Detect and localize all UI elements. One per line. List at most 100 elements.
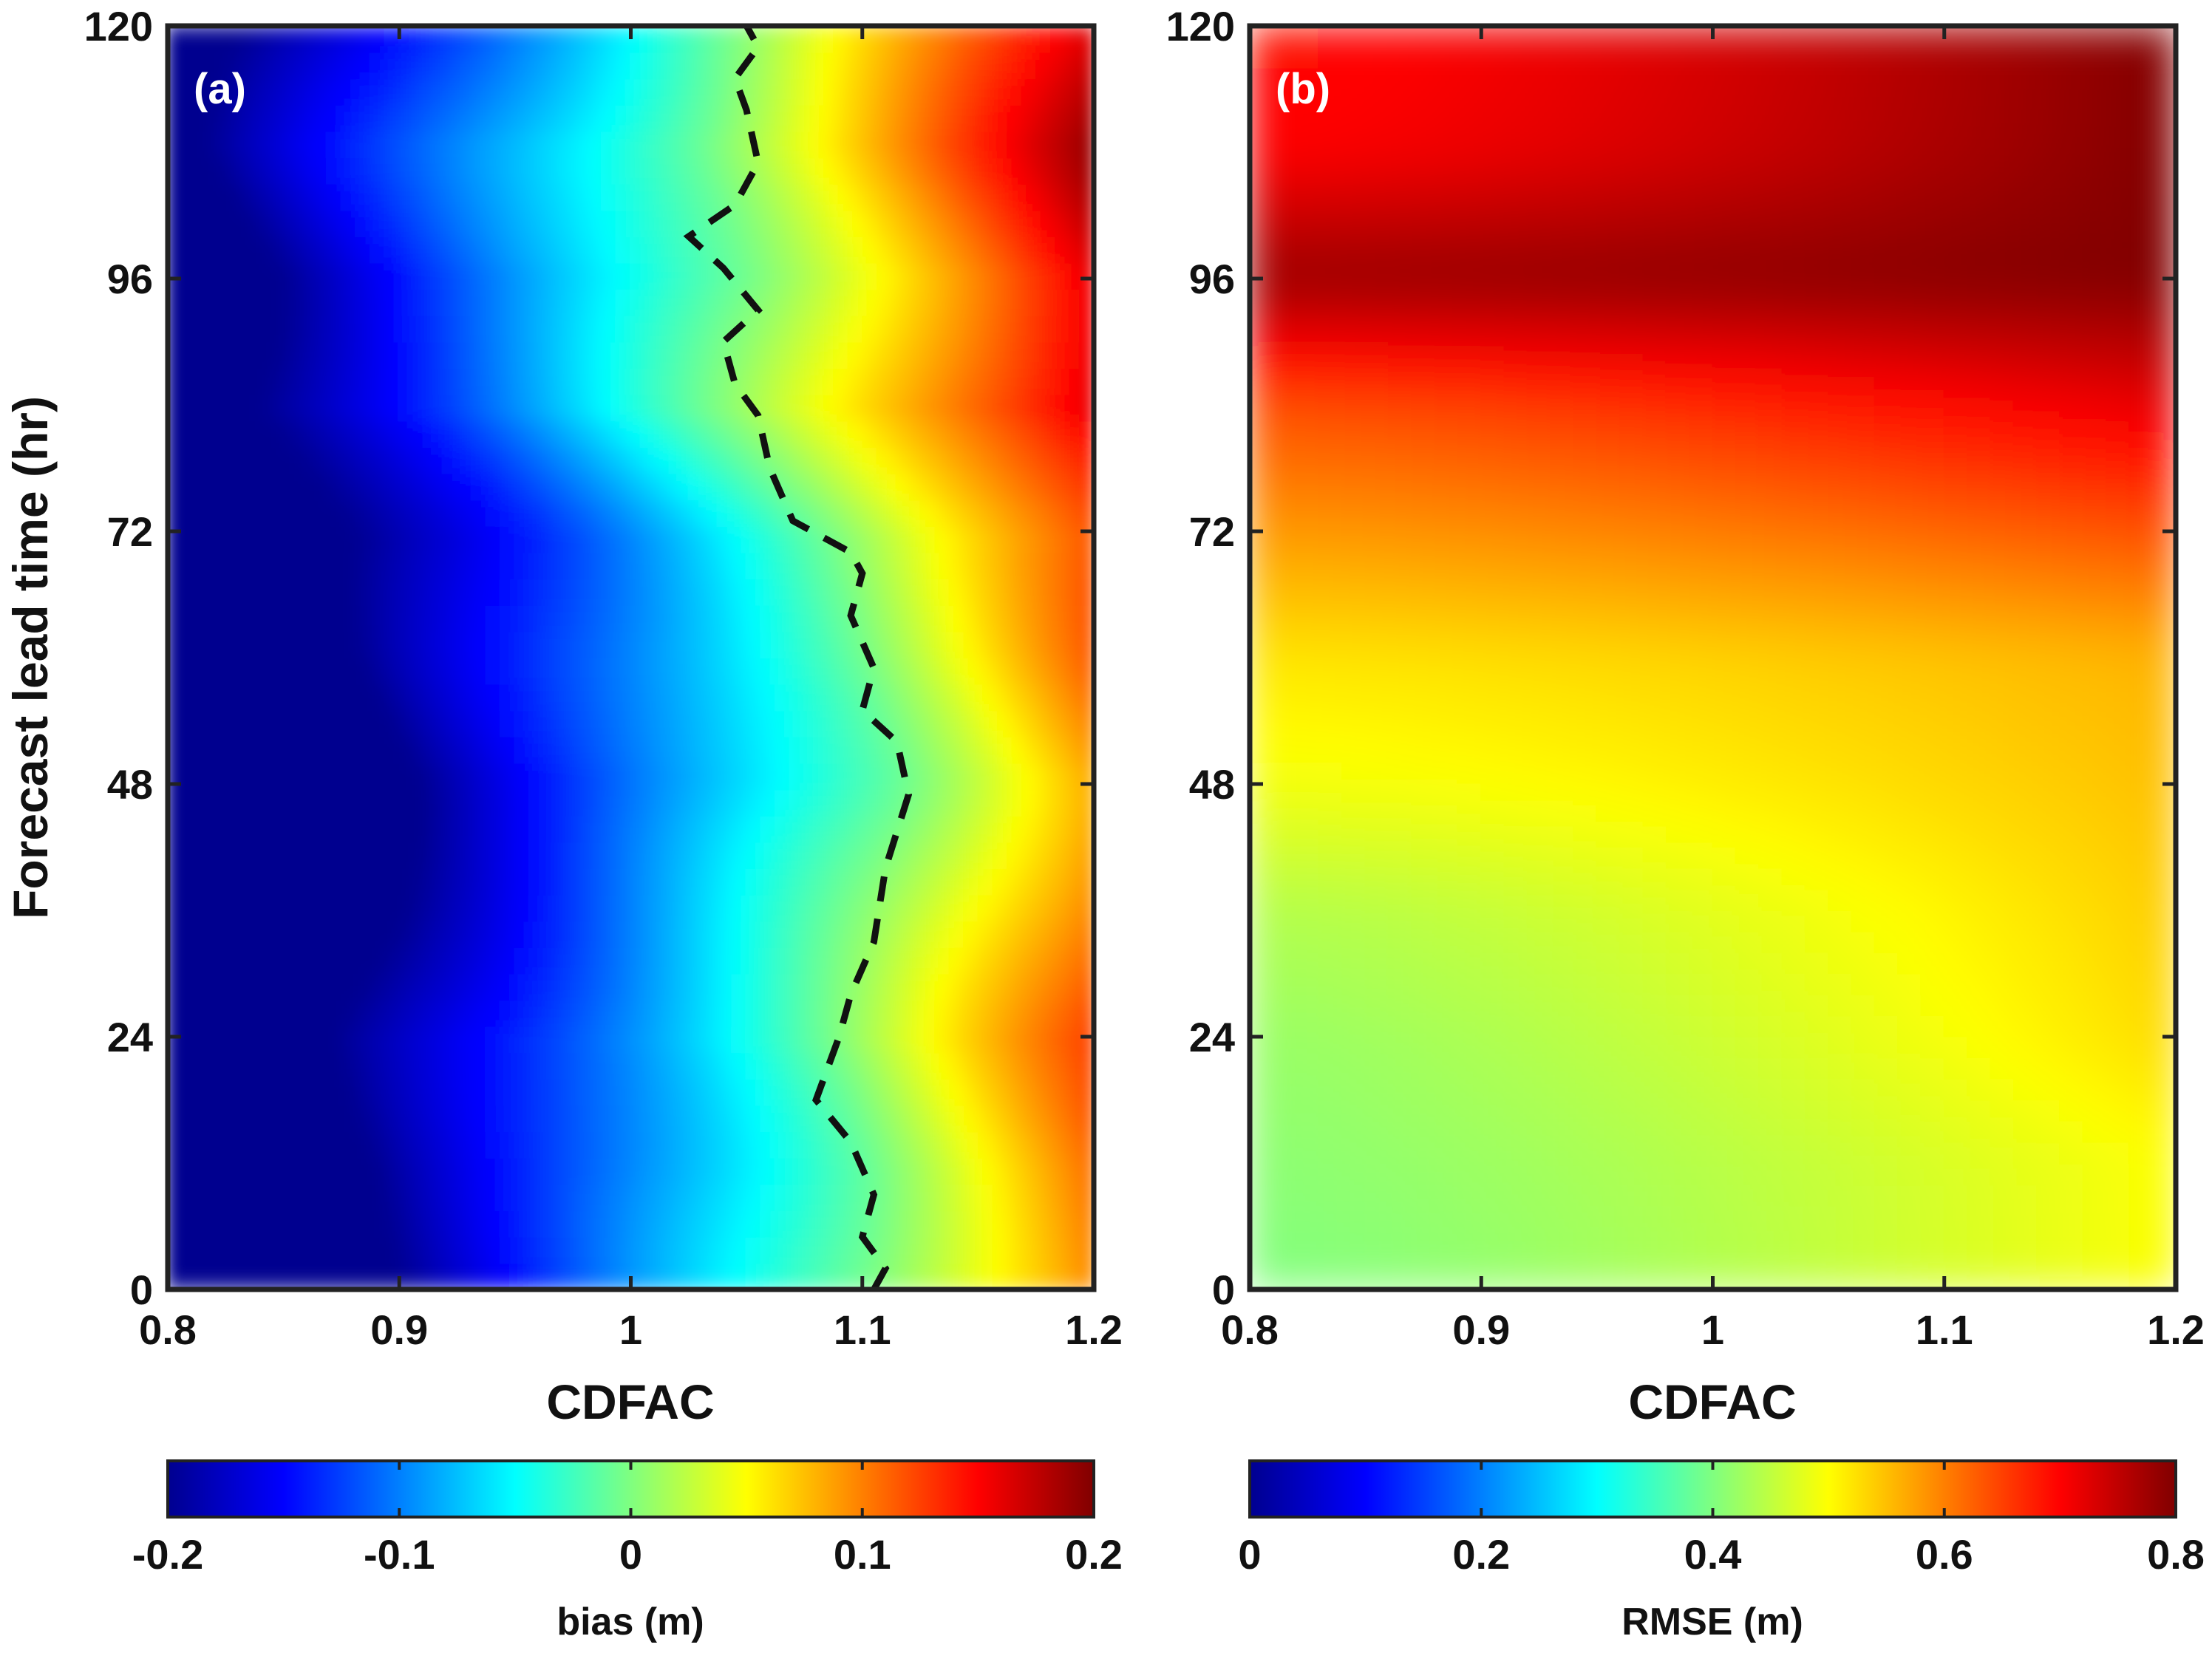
heatmap-cell [1851, 1225, 1876, 1248]
heatmap-cell [861, 446, 878, 474]
heatmap-cell [514, 999, 531, 1027]
heatmap-cell [412, 1104, 429, 1133]
heatmap-cell [1573, 1247, 1598, 1269]
heatmap-cell [716, 893, 733, 922]
heatmap-cell [1943, 488, 1969, 511]
heatmap-cell [297, 288, 313, 316]
heatmap-cell [1550, 994, 1575, 1017]
heatmap-cell [1364, 1099, 1389, 1122]
heatmap-cell [1828, 467, 1853, 490]
heatmap-cell [731, 1131, 748, 1159]
heatmap-cell [977, 420, 993, 448]
heatmap-cell [962, 157, 979, 185]
heatmap-cell [398, 841, 415, 869]
heatmap-cell [500, 314, 516, 343]
heatmap-cell [630, 236, 647, 264]
heatmap-cell [1619, 1204, 1644, 1227]
heatmap-cell [340, 499, 357, 527]
y-tick-label: 120 [84, 3, 153, 50]
heatmap-cell [630, 209, 647, 237]
heatmap-cell [861, 762, 878, 791]
heatmap-cell [1689, 551, 1714, 574]
heatmap-cell [1735, 657, 1760, 680]
heatmap-cell [832, 209, 849, 237]
x-tick-label: 0.8 [139, 1306, 197, 1353]
heatmap-cell [1035, 1156, 1052, 1185]
heatmap-cell [500, 709, 516, 737]
heatmap-cell [1920, 635, 1945, 658]
heatmap-cell [500, 972, 516, 1001]
heatmap-cell [2106, 320, 2131, 343]
heatmap-cell [2128, 1225, 2154, 1248]
heatmap-cell [933, 1262, 950, 1289]
heatmap-cell [485, 1183, 502, 1212]
heatmap-cell [1689, 804, 1714, 827]
heatmap-cell [1035, 157, 1052, 185]
heatmap-cell [905, 893, 922, 922]
heatmap-cell [818, 972, 834, 1001]
heatmap-cell [919, 1210, 936, 1238]
heatmap-cell [1250, 1015, 1274, 1037]
heatmap-cell [1250, 1120, 1274, 1143]
heatmap-cell [601, 51, 617, 80]
heatmap-cell [977, 1131, 993, 1159]
heatmap-cell [1341, 320, 1367, 343]
heatmap-cell [803, 551, 820, 580]
heatmap-cell [1573, 994, 1598, 1017]
heatmap-cell [1642, 952, 1667, 975]
heatmap-cell [687, 1156, 704, 1185]
heatmap-cell [514, 262, 531, 290]
heatmap-cell [2151, 425, 2176, 448]
heatmap-cell [2082, 1015, 2108, 1037]
heatmap-cell [1387, 1036, 1413, 1059]
heatmap-cell [1990, 888, 2015, 911]
heatmap-cell [1735, 1015, 1760, 1037]
heatmap-cell [847, 1183, 863, 1212]
heatmap-cell [1021, 578, 1037, 606]
heatmap-cell [659, 1131, 675, 1159]
heatmap-cell [1804, 720, 1830, 743]
heatmap-cell [1619, 341, 1644, 364]
heatmap-cell [528, 103, 545, 132]
heatmap-cell [1828, 1141, 1853, 1164]
heatmap-cell [500, 788, 516, 817]
heatmap-cell [702, 709, 718, 737]
heatmap-cell [514, 578, 531, 606]
heatmap-cell [1550, 446, 1575, 469]
heatmap-cell [1318, 299, 1344, 321]
heatmap-cell [731, 762, 748, 791]
heatmap-cell [876, 130, 892, 159]
heatmap-cell [1828, 846, 1853, 869]
heatmap-cell [514, 183, 531, 211]
heatmap-cell [905, 604, 922, 633]
heatmap-cell [948, 920, 964, 948]
heatmap-cell [1064, 1104, 1081, 1133]
heatmap-cell [1049, 1183, 1066, 1212]
heatmap-cell [1665, 1162, 1691, 1185]
heatmap-cell [253, 1025, 270, 1054]
heatmap-cell [1758, 741, 1783, 764]
heatmap-cell [311, 841, 328, 869]
heatmap-cell [1874, 888, 1899, 911]
heatmap-cell [485, 183, 502, 211]
heatmap-cell [1758, 1267, 1783, 1289]
heatmap-cell [282, 735, 299, 764]
heatmap-cell [543, 525, 559, 553]
heatmap-cell [1665, 1247, 1691, 1269]
heatmap-cell [1758, 341, 1783, 364]
heatmap-cell [1990, 952, 2015, 975]
heatmap-cell [2036, 1162, 2061, 1185]
heatmap-cell [1049, 868, 1066, 896]
heatmap-cell [1021, 657, 1037, 685]
heatmap-cell [1272, 678, 1297, 701]
heatmap-cell [1272, 762, 1297, 785]
heatmap-cell [1250, 1057, 1274, 1080]
heatmap-cell [1804, 699, 1830, 722]
heatmap-cell [1503, 888, 1528, 911]
heatmap-cell [1990, 320, 2015, 343]
heatmap-cell [832, 1078, 849, 1106]
heatmap-cell [760, 1183, 777, 1212]
heatmap-cell [1341, 1141, 1367, 1164]
heatmap-cell [919, 525, 936, 553]
heatmap-cell [731, 551, 748, 580]
